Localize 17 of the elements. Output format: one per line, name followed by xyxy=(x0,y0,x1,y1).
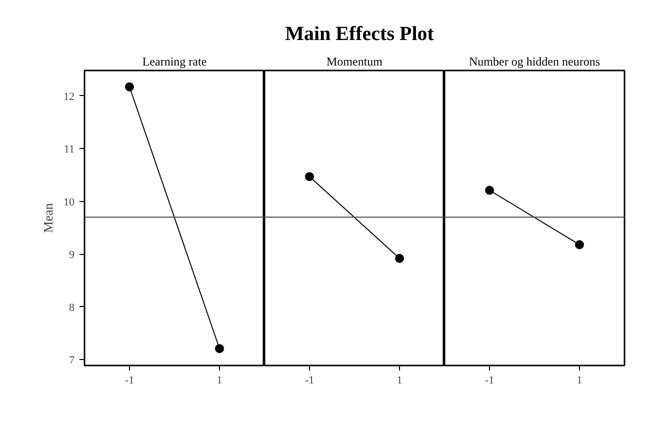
y-axis-title: Mean xyxy=(40,202,56,233)
y-tick-label: 10 xyxy=(64,196,75,208)
x-tick-label: 1 xyxy=(396,374,402,386)
chart-title: Main Effects Plot xyxy=(285,22,434,47)
x-tick-label: -1 xyxy=(124,374,134,386)
y-tick-label: 7 xyxy=(69,354,75,367)
x-tick-label: -1 xyxy=(304,374,314,386)
y-tick-label: 11 xyxy=(64,144,74,156)
chart-subtitle: Number og hidden neurons xyxy=(469,54,600,68)
x-tick-label: 1 xyxy=(216,374,222,386)
x-tick-label: 1 xyxy=(576,374,582,386)
chart-subtitle: Learning rate xyxy=(142,54,207,68)
y-tick-label: 12 xyxy=(64,90,74,103)
x-tick-label: -1 xyxy=(484,374,494,386)
y-tick-label: 8 xyxy=(69,302,75,314)
y-tick-label: 9 xyxy=(69,249,75,262)
chart-subtitle: Momentum xyxy=(326,54,384,68)
